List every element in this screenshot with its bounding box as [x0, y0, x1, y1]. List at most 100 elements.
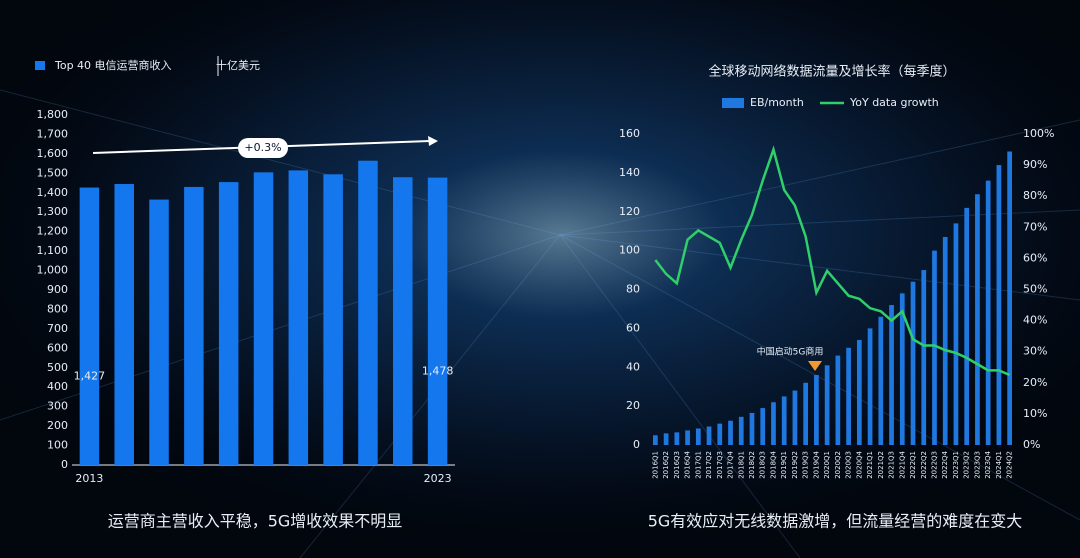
- bar: [738, 416, 744, 445]
- x-tick-label: 2019Q2: [791, 451, 799, 479]
- x-tick-label: 2019Q4: [812, 450, 820, 478]
- y-tick-label: 1,000: [37, 264, 69, 277]
- y-tick-label: 700: [47, 322, 68, 335]
- bar: [653, 435, 658, 445]
- bar: [910, 281, 916, 445]
- x-tick-label: 2024Q2: [1006, 451, 1014, 479]
- x-tick-label: 2016Q2: [662, 451, 670, 479]
- x-tick-label: 2016Q1: [651, 451, 659, 479]
- x-tick-label: 2020Q1: [823, 451, 831, 479]
- y-tick-label: 0: [61, 458, 68, 471]
- bar: [706, 426, 712, 445]
- legend-swatch: [35, 61, 45, 70]
- caption: 5G有效应对无线数据激增，但流量经营的难度在变大: [648, 512, 1023, 531]
- unit-label: 十亿美元: [216, 58, 260, 72]
- bar: [878, 316, 884, 445]
- y-tick-label: 40: [626, 360, 640, 373]
- bar: [899, 293, 905, 445]
- x-tick-label: 2022Q2: [920, 451, 928, 479]
- y2-tick-label: 20%: [1023, 376, 1047, 389]
- bar: [427, 177, 448, 465]
- arrow-head: [428, 136, 438, 146]
- y2-tick-label: 0%: [1023, 438, 1040, 451]
- bar: [985, 180, 991, 445]
- x-tick-label: 2023Q3: [973, 451, 981, 479]
- bar: [942, 237, 948, 445]
- y2-tick-label: 70%: [1023, 220, 1047, 233]
- y-tick-label: 140: [619, 166, 640, 179]
- bar: [253, 172, 274, 465]
- y-tick-label: 500: [47, 361, 68, 374]
- bar: [760, 408, 766, 445]
- x-tick-label: 2022Q3: [930, 451, 938, 479]
- bar: [814, 375, 819, 445]
- x-tick-label: 2023: [424, 472, 452, 485]
- value-label: 1,478: [422, 364, 454, 377]
- y2-tick-label: 30%: [1023, 345, 1047, 358]
- y-tick-label: 0: [633, 438, 640, 451]
- y2-tick-label: 90%: [1023, 158, 1047, 171]
- x-tick-label: 2024Q1: [995, 451, 1003, 479]
- bar: [695, 428, 701, 445]
- bar: [674, 432, 680, 445]
- bar: [867, 328, 873, 445]
- x-tick-label: 2018Q4: [769, 450, 777, 478]
- x-tick-label: 2017Q3: [716, 451, 724, 479]
- x-tick-label: 2013: [75, 472, 103, 485]
- y-tick-label: 1,500: [37, 166, 69, 179]
- y-tick-label: 1,700: [37, 127, 69, 140]
- x-tick-label: 2022Q1: [909, 451, 917, 479]
- x-tick-label: 2020Q2: [834, 451, 842, 479]
- x-tick-label: 2021Q3: [888, 451, 896, 479]
- y2-tick-label: 10%: [1023, 407, 1047, 420]
- annotation-box: [238, 138, 288, 158]
- bar: [728, 420, 733, 445]
- x-tick-label: 2017Q4: [727, 450, 735, 478]
- bar: [824, 365, 830, 445]
- y-tick-label: 800: [47, 302, 68, 315]
- bar: [114, 184, 134, 465]
- y-tick-label: 1,600: [37, 147, 69, 160]
- y-tick-label: 1,400: [37, 186, 69, 199]
- y-tick-label: 100: [619, 244, 640, 257]
- bar: [149, 199, 169, 466]
- bar: [996, 165, 1002, 445]
- annotation-marker: [808, 361, 822, 371]
- y2-tick-label: 60%: [1023, 251, 1047, 264]
- x-tick-label: 2018Q3: [759, 451, 767, 479]
- bar: [288, 170, 309, 465]
- legend-swatch: [722, 98, 744, 108]
- bar: [964, 207, 970, 445]
- y-tick-label: 400: [47, 380, 68, 393]
- bar: [803, 382, 809, 445]
- bar: [685, 430, 690, 445]
- y-tick-label: 1,300: [37, 205, 69, 218]
- x-tick-label: 2019Q3: [802, 451, 810, 479]
- annotation: +0.3%: [244, 141, 281, 154]
- bar: [79, 187, 100, 465]
- y-tick-label: 600: [47, 341, 68, 354]
- x-tick-label: 2020Q4: [855, 450, 863, 478]
- bar: [781, 396, 787, 445]
- y-tick-label: 1,200: [37, 225, 69, 238]
- bar: [856, 340, 862, 445]
- x-tick-label: 2022Q4: [941, 450, 949, 478]
- x-tick-label: 2016Q3: [673, 451, 681, 479]
- y2-tick-label: 50%: [1023, 283, 1047, 296]
- value-label: 1,427: [74, 369, 106, 382]
- y-tick-label: 900: [47, 283, 68, 296]
- x-tick-label: 2016Q4: [684, 450, 692, 478]
- bar: [792, 390, 798, 445]
- y2-tick-label: 40%: [1023, 314, 1047, 327]
- bar: [663, 433, 669, 445]
- x-tick-label: 2021Q1: [866, 451, 874, 479]
- bar: [184, 186, 204, 465]
- bar: [921, 270, 927, 445]
- line: [654, 145, 1011, 377]
- y-tick-label: 1,800: [37, 108, 69, 121]
- y-tick-label: 1,100: [37, 244, 69, 257]
- x-tick-label: 2021Q2: [877, 451, 885, 479]
- bar: [717, 423, 723, 445]
